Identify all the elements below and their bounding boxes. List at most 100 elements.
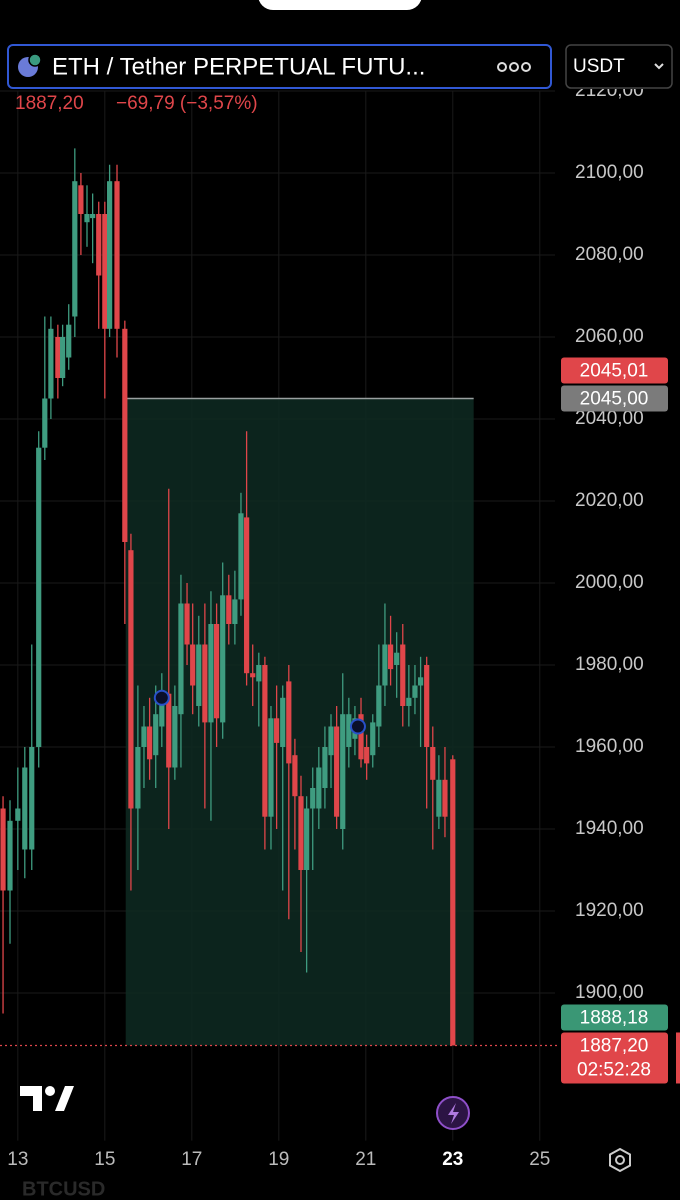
candle-body [316, 767, 322, 809]
candle-body [292, 755, 298, 797]
candle-body [184, 603, 190, 645]
candle-body [159, 693, 165, 727]
settings-icon-center [615, 1155, 625, 1165]
plot [0, 90, 560, 1141]
candle-body [114, 181, 120, 329]
candle-body [424, 665, 430, 747]
candle-body [42, 398, 48, 448]
y-tick-label: 2040,00 [575, 408, 644, 429]
y-tick-label: 1900,00 [575, 982, 644, 1003]
candle-body [7, 820, 13, 891]
candle-body [340, 714, 346, 829]
currency-label: USDT [573, 56, 625, 77]
candle-body [141, 726, 147, 747]
more-icon[interactable] [497, 62, 531, 72]
y-tick-label: 1920,00 [575, 900, 644, 921]
y-tick-label: 1940,00 [575, 818, 644, 839]
candle-body [96, 214, 102, 276]
candle-body [102, 214, 108, 329]
price-label-box [561, 357, 668, 384]
currency-select[interactable] [565, 44, 673, 89]
last-price: 1887,20 [15, 93, 84, 114]
event-marker [153, 689, 170, 706]
y-tick-label: 2000,00 [575, 572, 644, 593]
x-tick-label: 17 [181, 1149, 202, 1170]
candle-body [107, 181, 113, 329]
candle-body [172, 706, 178, 768]
candle-body [60, 337, 66, 378]
candle-body [36, 447, 42, 747]
candle-body [250, 673, 256, 678]
candle-body [364, 747, 370, 764]
candle-body [226, 595, 232, 624]
candle-body [0, 808, 6, 891]
tv-logo [20, 1086, 74, 1111]
candle-body [72, 181, 78, 317]
candle-body [190, 644, 196, 686]
candle-body [256, 665, 262, 682]
candle-body [262, 665, 268, 817]
candle-body [268, 718, 274, 817]
symbol-box[interactable] [7, 44, 552, 89]
candle-body [166, 693, 172, 768]
x-tick-label: 15 [94, 1149, 115, 1170]
candle-body [274, 718, 280, 743]
y-tick-label: 2020,00 [575, 490, 644, 511]
next-symbol: BTCUSD [22, 1178, 105, 1200]
candle-body [66, 324, 72, 358]
candle-body [310, 788, 316, 809]
settings-icon[interactable] [609, 1147, 631, 1173]
edge-tab [676, 1032, 680, 1084]
candle-body [382, 644, 388, 686]
candle-body [55, 337, 61, 378]
x-tick-label: 21 [355, 1149, 376, 1170]
candle-body [214, 624, 220, 719]
candle-body [346, 714, 352, 747]
candle-body [48, 328, 54, 399]
price-label: 1888,18 [580, 1007, 649, 1028]
notch [258, 0, 422, 10]
candle-body [135, 747, 141, 809]
candle-body [15, 808, 21, 821]
y-tick-label: 1980,00 [575, 654, 644, 675]
candle-body [370, 722, 376, 756]
candle-body [202, 644, 208, 723]
candle-body [238, 513, 244, 600]
x-tick-label: 13 [7, 1149, 28, 1170]
candle-body [376, 685, 382, 727]
candle-body [208, 624, 214, 723]
price-label-box [561, 385, 668, 412]
candle-body [78, 185, 84, 214]
candle-body [430, 747, 436, 780]
y-tick-label: 1960,00 [575, 736, 644, 757]
candle-body [328, 726, 334, 756]
price-label-box [561, 1032, 668, 1084]
candle-body [232, 599, 238, 624]
lightning-icon [448, 1103, 459, 1124]
candle-body [178, 603, 184, 715]
candle-body [394, 652, 400, 665]
candle-body [436, 779, 442, 817]
candle-body [147, 726, 153, 760]
price-label-box [561, 1004, 668, 1031]
x-tick-label: 23 [442, 1149, 463, 1170]
candle-body [244, 517, 250, 674]
candle-body [220, 595, 226, 723]
candle-body [29, 747, 35, 850]
y-tick-label: 2080,00 [575, 244, 644, 265]
x-tick-label: 19 [268, 1149, 289, 1170]
price-label: 1887,20 [580, 1035, 649, 1056]
candle-body [84, 214, 90, 223]
candle-body [406, 697, 412, 706]
symbol-icon-badge [28, 53, 42, 67]
candle-body [412, 685, 418, 698]
y-tick-label: 2100,00 [575, 162, 644, 183]
candle-body [122, 328, 128, 542]
candle-body [387, 644, 394, 670]
countdown: 02:52:28 [577, 1059, 651, 1080]
candle-body [286, 681, 292, 764]
candle-body [128, 550, 134, 809]
range-box [125, 398, 474, 1046]
candle-body [153, 714, 159, 756]
